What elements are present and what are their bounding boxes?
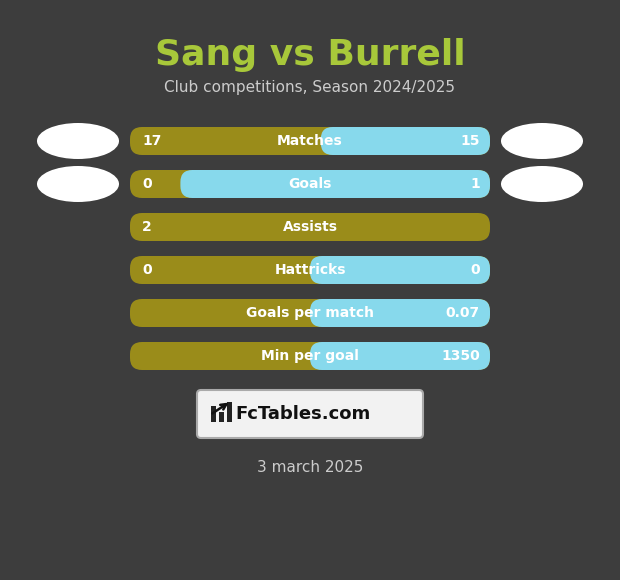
FancyBboxPatch shape: [130, 213, 490, 241]
FancyBboxPatch shape: [130, 299, 490, 327]
FancyBboxPatch shape: [310, 299, 490, 327]
Ellipse shape: [501, 123, 583, 159]
FancyBboxPatch shape: [130, 342, 490, 370]
Text: Goals per match: Goals per match: [246, 306, 374, 320]
Text: Goals: Goals: [288, 177, 332, 191]
Text: 17: 17: [142, 134, 161, 148]
Ellipse shape: [37, 166, 119, 202]
Text: Min per goal: Min per goal: [261, 349, 359, 363]
Text: Club competitions, Season 2024/2025: Club competitions, Season 2024/2025: [164, 80, 456, 95]
Text: 3 march 2025: 3 march 2025: [257, 460, 363, 475]
Text: 1: 1: [470, 177, 480, 191]
FancyBboxPatch shape: [310, 256, 490, 284]
Text: 0: 0: [142, 177, 152, 191]
Text: Hattricks: Hattricks: [274, 263, 346, 277]
FancyBboxPatch shape: [130, 170, 490, 198]
Text: 0: 0: [142, 263, 152, 277]
FancyBboxPatch shape: [321, 127, 490, 155]
Text: 0.07: 0.07: [446, 306, 480, 320]
Text: FcTables.com: FcTables.com: [235, 405, 370, 423]
Text: Assists: Assists: [283, 220, 337, 234]
FancyBboxPatch shape: [130, 127, 490, 155]
Ellipse shape: [501, 166, 583, 202]
Text: Matches: Matches: [277, 134, 343, 148]
Text: 1350: 1350: [441, 349, 480, 363]
Text: Sang vs Burrell: Sang vs Burrell: [154, 38, 466, 72]
FancyBboxPatch shape: [197, 390, 423, 438]
FancyBboxPatch shape: [180, 170, 490, 198]
Bar: [211, 406, 216, 422]
Bar: [227, 402, 232, 422]
Bar: [219, 412, 224, 422]
Text: 0: 0: [471, 263, 480, 277]
Ellipse shape: [37, 123, 119, 159]
FancyBboxPatch shape: [310, 342, 490, 370]
Text: 2: 2: [142, 220, 152, 234]
FancyBboxPatch shape: [130, 256, 490, 284]
Text: 15: 15: [461, 134, 480, 148]
